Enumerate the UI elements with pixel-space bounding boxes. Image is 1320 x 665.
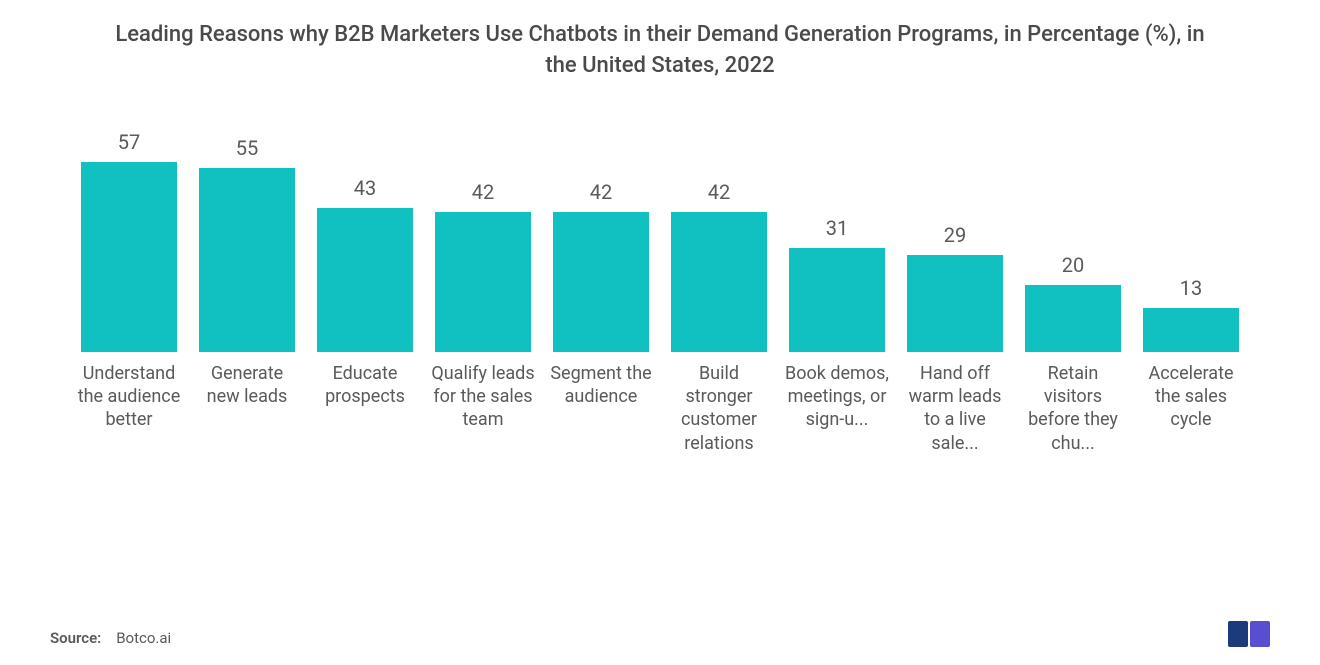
bar-item: 43 (310, 176, 420, 351)
bar-item: 42 (428, 180, 538, 352)
bar-category-label: Segment the audience (546, 362, 656, 456)
chart-container: Leading Reasons why B2B Marketers Use Ch… (0, 0, 1320, 665)
bar-rect (553, 212, 650, 352)
source-value: Botco.ai (116, 629, 171, 647)
bar-category-label: Hand off warm leads to a live sale... (900, 362, 1010, 456)
bar-rect (81, 162, 178, 352)
bar-category-label: Qualify leads for the sales team (428, 362, 538, 456)
bar-value-label: 13 (1180, 276, 1202, 300)
bar-value-label: 42 (708, 180, 730, 204)
bar-rect (435, 212, 532, 352)
bar-value-label: 20 (1062, 253, 1084, 277)
chart-title: Leading Reasons why B2B Marketers Use Ch… (50, 20, 1270, 82)
brand-logo (1228, 621, 1270, 647)
logo-right-box (1250, 621, 1270, 647)
labels-row: Understand the audience betterGenerate n… (50, 352, 1270, 456)
bar-category-label: Understand the audience better (74, 362, 184, 456)
bar-value-label: 55 (236, 136, 258, 160)
bar-item: 42 (664, 180, 774, 352)
bar-value-label: 43 (354, 176, 376, 200)
bar-value-label: 29 (944, 223, 966, 247)
bar-category-label: Retain visitors before they chu... (1018, 362, 1128, 456)
bar-item: 29 (900, 223, 1010, 352)
source-label: Source: (50, 629, 101, 647)
bar-rect (789, 248, 886, 351)
bar-category-label: Accelerate the sales cycle (1136, 362, 1246, 456)
bar-value-label: 57 (118, 130, 140, 154)
bar-rect (671, 212, 768, 352)
bar-category-label: Book demos, meetings, or sign-u... (782, 362, 892, 456)
bar-category-label: Generate new leads (192, 362, 302, 456)
source-attribution: Source: Botco.ai (50, 629, 171, 647)
bar-rect (1143, 308, 1240, 351)
bar-item: 42 (546, 180, 656, 352)
bar-category-label: Educate prospects (310, 362, 420, 456)
bar-rect (907, 255, 1004, 352)
bar-category-label: Build stronger customer relations (664, 362, 774, 456)
bar-item: 57 (74, 130, 184, 352)
bar-item: 55 (192, 136, 302, 351)
bar-rect (317, 208, 414, 351)
bar-item: 31 (782, 216, 892, 351)
bar-item: 13 (1136, 276, 1246, 351)
bar-value-label: 42 (590, 180, 612, 204)
bar-rect (199, 168, 296, 351)
bar-value-label: 42 (472, 180, 494, 204)
bar-value-label: 31 (826, 216, 848, 240)
bar-rect (1025, 285, 1122, 352)
bars-row: 57554342424231292013 (50, 152, 1270, 352)
logo-left-box (1228, 621, 1248, 647)
bar-item: 20 (1018, 253, 1128, 352)
chart-footer: Source: Botco.ai (50, 621, 1270, 647)
